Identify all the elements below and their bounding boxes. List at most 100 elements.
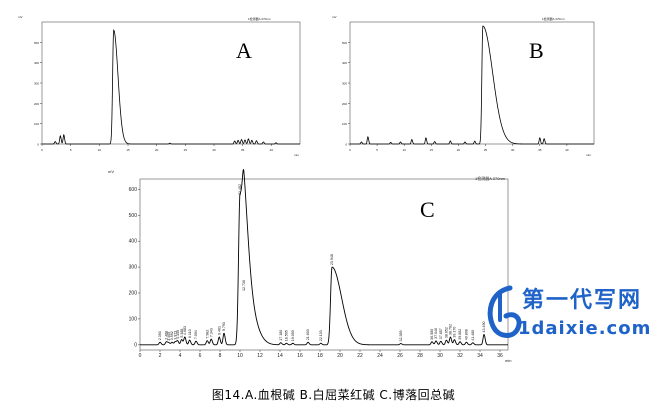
x-tick-label: 36 <box>497 353 503 359</box>
y-tick-label: 100 <box>129 316 138 322</box>
y-tick-label: 200 <box>342 102 347 106</box>
x-tick-label: 40 <box>565 148 569 152</box>
x-tick-label: 2 <box>159 353 162 359</box>
y-tick-label: 200 <box>129 291 138 297</box>
y-tick-label: 0 <box>134 342 137 348</box>
x-tick-label: 24 <box>377 353 383 359</box>
peak-label: 7.982 <box>205 330 209 339</box>
y-tick-label: 100 <box>34 122 39 126</box>
c-trace <box>140 169 508 346</box>
peak-label: 38.762 <box>449 324 453 335</box>
b-panel-letter: B <box>529 38 544 63</box>
x-tick-label: 0 <box>349 148 351 152</box>
y-tick-label: 400 <box>34 61 39 65</box>
x-tick-label: 0 <box>41 148 43 152</box>
peak-label: 19.050 <box>291 330 295 341</box>
x-tick-label: 15 <box>126 148 130 152</box>
chromatogram-panel-b: mV 1检测器A 270nm B min 0 5 10 15 20 25 30 35 40010… <box>332 15 595 157</box>
peak-label: 6.110 <box>188 329 192 338</box>
y-tick-label: 500 <box>129 213 138 219</box>
c-ylabel: mV <box>108 169 114 174</box>
x-tick-label: 25 <box>484 148 488 152</box>
chromatogram-panel-a: mV 1检测器A 270nm A min 0 5 10 15 20 25 30 35 40010… <box>18 15 301 157</box>
x-tick-label: 20 <box>337 353 343 359</box>
peak-label: 40.808 <box>465 329 469 340</box>
y-tick-label: 200 <box>34 102 39 106</box>
peak-label: 3.592 <box>170 331 174 340</box>
peak-label: 39.882 <box>458 329 462 340</box>
peak-label: 2.393 <box>158 331 162 340</box>
x-tick-label: 32 <box>457 353 463 359</box>
c-ticks: 0 2 4 6 8 10 12 14 16 18 20 22 24 26 28 30 32 34 360100200… <box>129 187 503 359</box>
plot-frame <box>349 21 595 145</box>
b-trace <box>350 25 594 145</box>
peak-label: 4.350 <box>176 330 180 339</box>
peak-label: 12.730 <box>242 280 246 291</box>
peak-label: 41.480 <box>471 330 475 341</box>
x-tick-label: 18 <box>317 353 323 359</box>
x-tick-label: 26 <box>397 353 403 359</box>
a-panel-letter: A <box>236 38 252 63</box>
x-tick-label: 15 <box>430 148 434 152</box>
y-tick-label: 400 <box>129 239 138 245</box>
peak-label: 7.343 <box>209 328 213 337</box>
peak-label: 17.180 <box>279 330 283 341</box>
a-trace <box>42 29 300 145</box>
peak-label: 37.857 <box>439 328 443 339</box>
b-ylabel: mV <box>332 15 337 19</box>
y-tick-label: 100 <box>342 122 347 126</box>
watermark-url: 1daixie.com <box>518 318 652 339</box>
plot-frame <box>41 21 301 145</box>
y-tick-label: 500 <box>342 41 347 45</box>
c-panel-letter: C <box>420 197 435 222</box>
peak-label: 37.040 <box>434 328 438 339</box>
x-tick-label: 5 <box>376 148 378 152</box>
x-tick-label: 14 <box>277 353 283 359</box>
a-ylabel: mV <box>18 15 23 19</box>
y-tick-label: 0 <box>345 143 347 147</box>
peak-label: 36.580 <box>430 329 434 340</box>
peak-label: 9.461 <box>217 326 221 335</box>
peak-label: 5.388 <box>180 329 184 338</box>
x-tick-label: 30 <box>511 148 515 152</box>
y-tick-label: 400 <box>342 61 347 65</box>
peak-label: 18.565 <box>285 330 289 341</box>
x-tick-label: 10 <box>403 148 407 152</box>
x-tick-label: 6 <box>199 353 202 359</box>
x-tick-label: 16 <box>297 353 303 359</box>
peak-label: 3.973 <box>173 331 177 340</box>
c-detector-label: 1检测器A 270nm <box>475 175 506 181</box>
x-tick-label: 30 <box>212 148 216 152</box>
c-xlabel: min <box>505 358 511 363</box>
a-xlabel: min <box>294 153 299 157</box>
peak-label: 32.389 <box>399 331 403 342</box>
peak-label: 12.482 <box>238 184 242 195</box>
a-axes <box>41 21 301 145</box>
y-tick-label: 500 <box>34 41 39 45</box>
chromatogram-panel-c: mV 1检测器A 270nm C min 0 2 4 6 8 10 12 14 16 18 20 22… <box>108 169 511 363</box>
peak-label: 43.490 <box>482 321 486 332</box>
peak-label: 39.170 <box>453 327 457 338</box>
y-tick-label: 600 <box>129 187 138 193</box>
peak-label: 22.103 <box>319 330 323 341</box>
y-tick-label: 300 <box>129 265 138 271</box>
b-xlabel: min <box>586 153 591 157</box>
x-tick-label: 40 <box>270 148 274 152</box>
peak-label: 23.948 <box>330 254 334 265</box>
x-tick-label: 34 <box>477 353 483 359</box>
x-tick-label: 28 <box>417 353 423 359</box>
x-tick-label: 22 <box>357 353 363 359</box>
x-tick-label: 12 <box>257 353 263 359</box>
peak-label: 4.683 <box>183 326 187 335</box>
peak-label: 2.468 <box>165 331 169 340</box>
peak-label: 3.405 <box>167 332 171 341</box>
y-tick-label: 0 <box>37 143 39 147</box>
x-tick-label: 4 <box>179 353 182 359</box>
x-tick-label: 35 <box>538 148 542 152</box>
watermark-logo-icon <box>487 285 522 338</box>
y-tick-label: 300 <box>34 82 39 86</box>
plot-frame <box>139 178 509 351</box>
b-detector-label: 1检测器A 270nm <box>542 16 565 21</box>
